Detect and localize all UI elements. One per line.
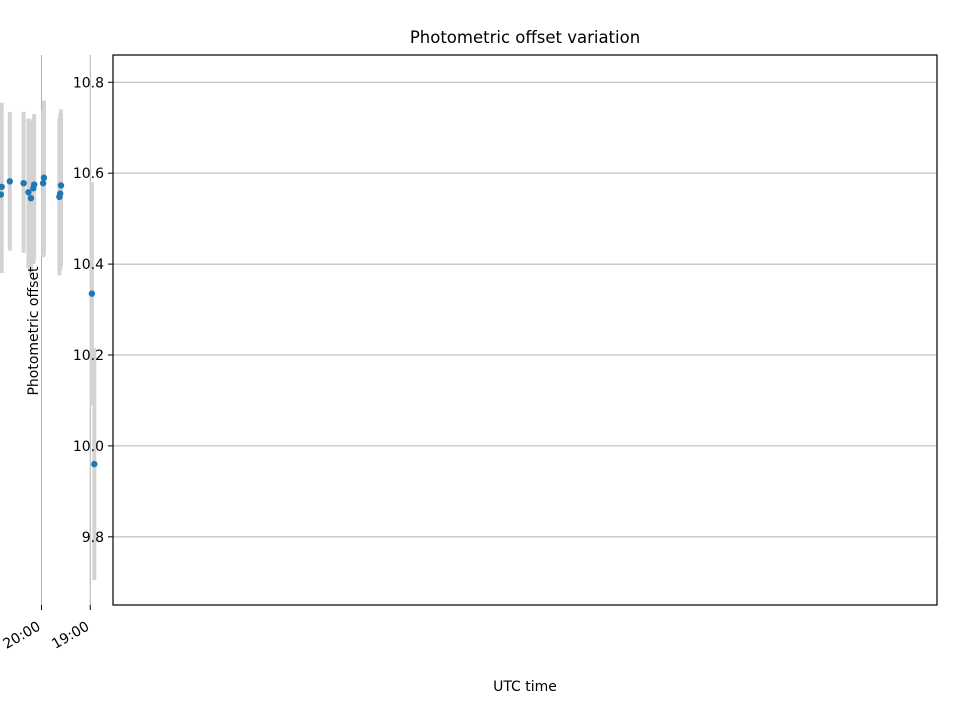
y-tick-label: 10.8 bbox=[73, 75, 104, 91]
y-tick-label: 10.0 bbox=[73, 439, 104, 455]
data-point bbox=[30, 184, 37, 192]
data-point bbox=[57, 182, 65, 189]
data-point bbox=[39, 179, 47, 187]
data-point bbox=[91, 460, 98, 468]
data-point bbox=[0, 183, 5, 191]
data-point bbox=[25, 189, 32, 196]
chart-title: Photometric offset variation bbox=[410, 28, 640, 47]
y-axis-ticks: 9.8 10.0 10.2 10.4 10.6 10.8 bbox=[73, 75, 113, 546]
y-tick-label: 10.2 bbox=[73, 348, 104, 364]
data-point bbox=[20, 179, 27, 187]
data-point bbox=[0, 191, 5, 198]
y-tick-label: 9.8 bbox=[82, 530, 104, 546]
plot-frame bbox=[112, 54, 938, 606]
y-axis-label: Photometric offset bbox=[26, 266, 42, 396]
data-point bbox=[56, 193, 63, 201]
data-point bbox=[40, 174, 48, 181]
data-points bbox=[0, 174, 98, 468]
y-tick-label: 10.6 bbox=[73, 166, 104, 182]
data-point bbox=[27, 194, 35, 202]
x-axis-label: UTC time bbox=[493, 679, 557, 695]
y-tick-label: 10.4 bbox=[73, 257, 104, 273]
data-point bbox=[88, 290, 96, 297]
data-point bbox=[6, 178, 13, 185]
